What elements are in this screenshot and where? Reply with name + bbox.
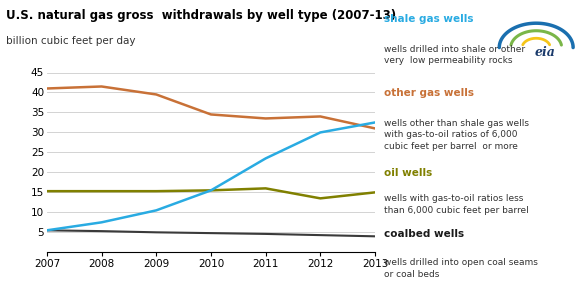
Text: billion cubic feet per day: billion cubic feet per day [6, 36, 135, 46]
Text: wells with gas-to-oil ratios less
than 6,000 cubic feet per barrel: wells with gas-to-oil ratios less than 6… [384, 194, 529, 215]
Text: shale gas wells: shale gas wells [384, 14, 473, 24]
Text: wells drilled into open coal seams
or coal beds: wells drilled into open coal seams or co… [384, 258, 538, 279]
Text: coalbed wells: coalbed wells [384, 229, 464, 239]
Text: oil wells: oil wells [384, 168, 432, 178]
Text: U.S. natural gas gross  withdrawals by well type (2007-13): U.S. natural gas gross withdrawals by we… [6, 9, 396, 22]
Text: other gas wells: other gas wells [384, 88, 474, 98]
Text: wells other than shale gas wells
with gas-to-oil ratios of 6,000
cubic feet per : wells other than shale gas wells with ga… [384, 119, 529, 151]
Text: eia: eia [534, 46, 556, 59]
Text: wells drilled into shale or other
very  low permeability rocks: wells drilled into shale or other very l… [384, 45, 525, 66]
